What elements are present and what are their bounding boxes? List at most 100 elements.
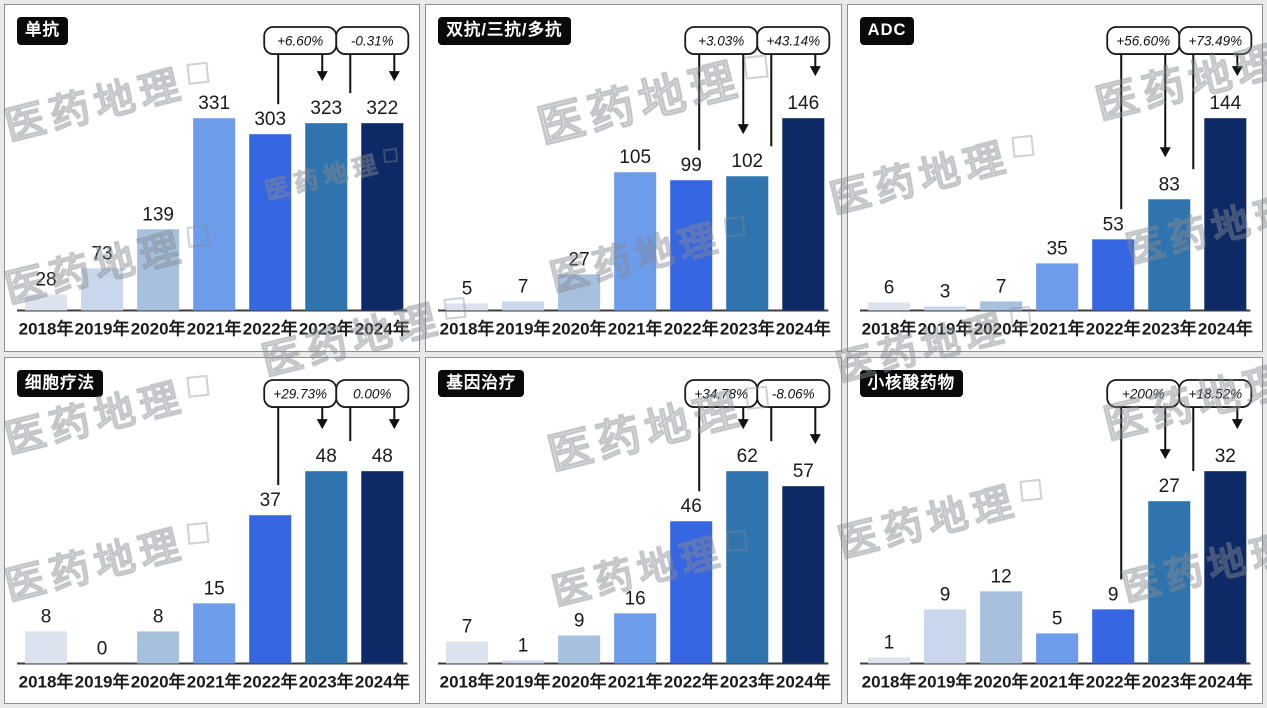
year-label: 2020年 [131,318,186,338]
bar-2022年 [670,180,713,311]
year-label: 2023年 [720,318,775,338]
growth-badge-label: +43.14% [767,34,821,49]
annotation-arrowhead [738,418,750,429]
bar-value-label: 1 [883,632,894,653]
year-label: 2019年 [75,318,130,338]
year-label: 2019年 [75,671,130,691]
bar-chart-canvas: 7 2018年 1 2019年 9 2020年 16 2021年 46 2022年 62 2023年 5… [438,378,831,691]
bar-2022年 [1091,239,1134,311]
bar-value-label: 27 [569,249,590,270]
bar-2018年 [867,302,910,311]
bar-2023年 [726,470,769,663]
year-label: 2019年 [496,318,551,338]
annotation-arrowhead [388,71,400,82]
growth-badge [335,26,410,55]
year-label: 2021年 [187,318,242,338]
growth-badge [335,378,410,408]
bar-value-label: 323 [310,98,342,119]
chart-title-chip: 细胞疗法 [17,369,103,397]
bar-2019年 [81,268,124,311]
chart-title-chip: 小核酸药物 [859,369,964,397]
year-label: 2024年 [1198,671,1253,691]
growth-badge-label: -8.06% [772,386,815,401]
annotation-arrowhead [316,71,328,82]
bar-2024年 [782,118,825,311]
year-label: 2020年 [131,671,186,691]
annotation-arrowhead [1231,66,1243,77]
year-label: 2021年 [1029,671,1084,691]
chart-title-chip: 双抗/三抗/多抗 [438,17,571,45]
bar-value-label: 7 [518,276,529,297]
annotation-arrowhead [738,124,750,135]
bar-chart-canvas: 28 2018年 73 2019年 139 2020年 331 2021年 303 2022年 32… [17,26,410,338]
year-label: 2020年 [552,318,607,338]
year-label: 2021年 [608,671,663,691]
year-label: 2022年 [664,318,719,338]
year-label: 2020年 [973,671,1028,691]
chart-title-chip: ADC [859,17,915,45]
growth-badge-label: +6.60% [277,34,323,49]
bar-value-label: 331 [198,93,230,114]
bar-2020年 [558,274,601,311]
bar-value-label: 48 [316,446,337,467]
bar-2023年 [305,123,348,311]
year-label: 2024年 [776,671,831,691]
year-label: 2024年 [355,671,410,691]
growth-badge [1178,26,1252,55]
bar-value-label: 0 [97,638,108,659]
year-label: 2021年 [608,318,663,338]
bar-value-label: 1 [518,635,529,656]
bar-2023年 [726,176,769,311]
bar-value-label: 3 [939,281,950,302]
year-label: 2020年 [552,671,607,691]
year-label: 2022年 [1085,671,1140,691]
bar-value-label: 99 [681,155,702,176]
bar-value-label: 27 [1158,476,1179,497]
growth-badge-label: 0.00% [353,386,391,401]
year-label: 2022年 [664,671,719,691]
bar-value-label: 322 [366,98,398,119]
bar-value-label: 12 [990,566,1011,587]
bar-2020年 [137,630,180,663]
bar-chart-canvas: 6 2018年 3 2019年 7 2020年 35 2021年 53 2022年 83 2023年 1… [859,26,1252,338]
year-label: 2022年 [243,318,298,338]
bar-2024年 [361,123,404,311]
bar-value-label: 53 [1102,214,1123,235]
growth-badge [1178,378,1252,408]
year-label: 2018年 [19,318,74,338]
chart-title-chip: 单抗 [17,17,68,45]
bar-2018年 [446,640,489,663]
year-label: 2022年 [243,671,298,691]
bar-value-label: 5 [1052,608,1063,629]
chart-title-chip: 基因治疗 [438,369,525,397]
chart-panel-oligonucleotide: 小核酸药物 1 2018年 9 2019年 12 2020年 5 2021年 9 2022年 27 2… [846,356,1263,704]
bar-value-label: 7 [462,616,473,637]
growth-badge [756,378,831,408]
annotation-arrowhead [1159,448,1171,459]
annotation-arrowhead [388,418,400,429]
bar-value-label: 144 [1209,93,1241,114]
bar-2018年 [446,303,489,311]
bar-2023年 [1147,500,1190,663]
growth-badge-label: +200% [1122,386,1164,401]
bar-2018年 [25,630,68,663]
bar-2018年 [867,656,910,663]
chart-panel-adc: ADC 6 2018年 3 2019年 7 2020年 35 2021年 53 2022年 83 20… [846,4,1263,352]
bar-value-label: 102 [732,151,764,172]
growth-badge-label: +29.73% [273,386,327,401]
bar-value-label: 303 [254,109,286,130]
bar-value-label: 9 [939,584,950,605]
growth-badge-label: +3.03% [698,34,744,49]
bar-value-label: 83 [1158,174,1179,195]
bar-2021年 [1035,263,1078,311]
bar-value-label: 7 [995,276,1006,297]
bar-2024年 [782,485,825,663]
bar-2022年 [670,520,713,663]
year-label: 2023年 [1142,318,1197,338]
bar-chart-canvas: 8 2018年 0 2019年 8 2020年 15 2021年 37 2022年 48 2023年 4… [17,378,410,691]
bar-2019年 [502,659,545,663]
year-label: 2019年 [917,318,972,338]
bar-value-label: 105 [620,147,652,168]
chart-panel-gene-therapy: 基因治疗 7 2018年 1 2019年 9 2020年 16 2021年 46 2022年 62 2… [425,356,842,704]
bar-value-label: 32 [1214,446,1235,467]
